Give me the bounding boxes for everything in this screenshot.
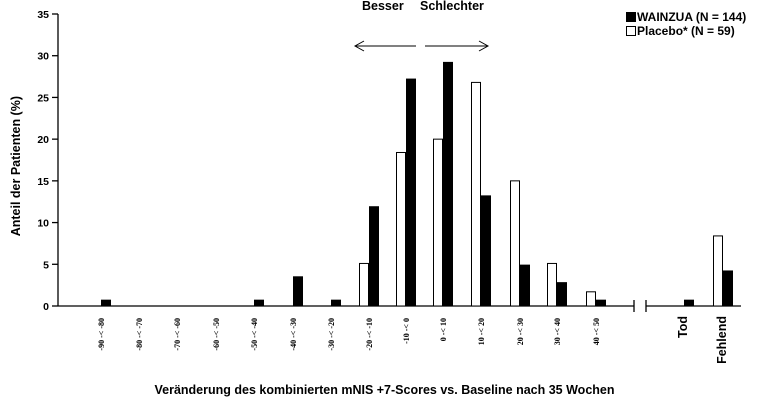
legend-label-placebo: Placebo* (N = 59) bbox=[637, 24, 735, 38]
y-tick-label: 35 bbox=[37, 9, 49, 21]
annotation-besser: Besser bbox=[362, 0, 404, 13]
x-tick-label: Tod bbox=[676, 316, 690, 338]
legend: WAINZUA (N = 144) Placebo* (N = 59) bbox=[626, 10, 746, 38]
bar-placebo bbox=[396, 151, 406, 307]
bar-placebo bbox=[713, 235, 723, 307]
x-tick-label: -40 -< -30 bbox=[289, 318, 298, 351]
bar-wainzua bbox=[684, 299, 694, 307]
x-tick-label: Fehlend bbox=[715, 316, 729, 364]
bar-wainzua bbox=[293, 276, 303, 307]
bar-wainzua bbox=[723, 270, 733, 307]
x-tick-label: 30 -< 40 bbox=[553, 318, 562, 345]
x-tick-label: -80 -< -70 bbox=[135, 318, 144, 351]
y-tick-label: 25 bbox=[37, 92, 49, 104]
x-tick-label: 20 -< 30 bbox=[516, 318, 525, 345]
legend-swatch-placebo bbox=[626, 26, 636, 36]
bar-wainzua bbox=[331, 299, 341, 307]
bar-wainzua bbox=[520, 264, 530, 307]
legend-swatch-wainzua bbox=[626, 12, 636, 22]
bar-placebo bbox=[510, 180, 520, 307]
bars bbox=[101, 61, 733, 307]
bar-placebo bbox=[433, 138, 443, 307]
arrow-besser bbox=[353, 40, 416, 52]
bar-wainzua bbox=[557, 282, 567, 307]
bar-wainzua bbox=[254, 299, 264, 307]
legend-item-wainzua: WAINZUA (N = 144) bbox=[626, 10, 746, 24]
arrow-schlechter bbox=[425, 40, 490, 52]
y-tick-label: 5 bbox=[43, 259, 49, 271]
y-tick-label: 15 bbox=[37, 176, 49, 188]
y-tick-label: 20 bbox=[37, 134, 49, 146]
x-axis-label: Veränderung des kombinierten mNIS +7-Sco… bbox=[154, 383, 615, 397]
bar-wainzua bbox=[481, 195, 491, 307]
annotation-schlechter: Schlechter bbox=[420, 0, 484, 13]
bar-wainzua bbox=[596, 299, 606, 307]
y-tick-label: 10 bbox=[37, 218, 49, 230]
x-tick-label: 10 -< 20 bbox=[477, 318, 486, 345]
x-tick-labels: -90 -< -80 -80 -< -70 -70 -< -60 -60 -< -50… bbox=[97, 316, 729, 364]
y-tick-label: 30 bbox=[37, 51, 49, 63]
bar-placebo bbox=[359, 262, 369, 307]
bar-wainzua bbox=[443, 61, 453, 307]
x-tick-label: -70 -< -60 bbox=[173, 318, 182, 351]
bar-wainzua bbox=[369, 206, 379, 307]
y-axis-label: Anteil der Patienten (%) bbox=[9, 96, 23, 237]
bar-placebo bbox=[586, 291, 596, 307]
legend-item-placebo: Placebo* (N = 59) bbox=[626, 24, 746, 38]
x-tick-label: -20 -< -10 bbox=[365, 318, 374, 351]
x-tick-label: -10 -< 0 bbox=[402, 318, 411, 344]
x-tick-label: 40 -< 50 bbox=[592, 318, 601, 345]
x-tick-label: -90 -< -80 bbox=[97, 318, 106, 351]
y-tick-label: 0 bbox=[43, 301, 49, 313]
direction-arrows bbox=[353, 40, 490, 52]
bar-wainzua bbox=[101, 299, 111, 307]
x-tick-label: -30 -< -20 bbox=[327, 318, 336, 351]
x-tick-label: -60 -< -50 bbox=[212, 318, 221, 351]
x-tick-label: 0 -< 10 bbox=[439, 318, 448, 341]
bar-placebo bbox=[471, 81, 481, 307]
axes: 0 5 10 15 20 25 30 35 bbox=[37, 9, 741, 313]
bar-placebo bbox=[547, 262, 557, 307]
legend-label-wainzua: WAINZUA (N = 144) bbox=[637, 10, 747, 24]
x-tick-label: -50 -< -40 bbox=[250, 318, 259, 351]
bar-wainzua bbox=[406, 78, 416, 307]
